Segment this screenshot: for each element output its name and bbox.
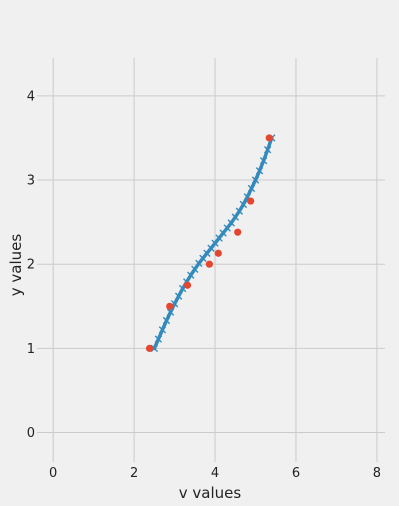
- curve-x-marker: [207, 244, 215, 252]
- y-tick-label: 0: [27, 426, 35, 441]
- y-tick-label: 2: [27, 258, 35, 273]
- curve-x-marker: [227, 219, 235, 227]
- data-point: [205, 260, 213, 268]
- x-tick-label: 6: [292, 466, 300, 481]
- curve-x-marker: [158, 326, 167, 334]
- curve-x-marker: [215, 234, 223, 242]
- curve-x-marker: [174, 292, 183, 300]
- data-point: [183, 281, 192, 289]
- curve-x-marker: [191, 265, 199, 273]
- curve-x-marker: [211, 239, 219, 247]
- curve-x-marker: [247, 184, 256, 193]
- data-point: [166, 302, 174, 310]
- curve-x-marker: [162, 316, 171, 325]
- y-axis-label: y values: [7, 234, 25, 297]
- data-point: [247, 197, 255, 205]
- x-tick-label: 8: [373, 466, 381, 481]
- x-tick-label: 0: [49, 466, 57, 481]
- curve-layer: [150, 134, 276, 353]
- curve-x-marker: [255, 167, 264, 175]
- curve-x-marker: [166, 308, 175, 316]
- data-point: [234, 228, 242, 236]
- curve-x-marker: [263, 146, 272, 154]
- data-point: [265, 134, 273, 142]
- y-tick-label: 4: [27, 89, 35, 104]
- curve-x-marker: [235, 207, 244, 215]
- tick-label-layer: 0 2 4 6 8 0 1 2 3 4: [27, 89, 381, 481]
- x-tick-label: 2: [130, 466, 138, 481]
- curve-x-marker: [154, 335, 163, 343]
- curve-x-marker: [199, 254, 207, 263]
- y-tick-label: 3: [27, 174, 35, 189]
- curve-x-marker: [219, 229, 227, 237]
- curve-x-marker: [259, 156, 268, 165]
- data-point: [145, 344, 154, 352]
- grid-layer: [37, 58, 385, 462]
- curve-x-marker: [203, 249, 211, 257]
- y-tick-label: 1: [27, 342, 35, 357]
- curve-x-marker: [195, 259, 203, 268]
- curve-x-marker: [231, 213, 239, 221]
- point-layer: [145, 134, 273, 352]
- fit-curve-line: [152, 136, 274, 351]
- x-axis-label: v values: [179, 484, 242, 502]
- curve-x-marker: [251, 176, 260, 184]
- curve-x-marker: [239, 200, 248, 209]
- curve-x-marker: [187, 271, 195, 279]
- data-point: [214, 249, 222, 257]
- curve-x-marker: [223, 224, 231, 232]
- x-tick-label: 4: [211, 466, 219, 481]
